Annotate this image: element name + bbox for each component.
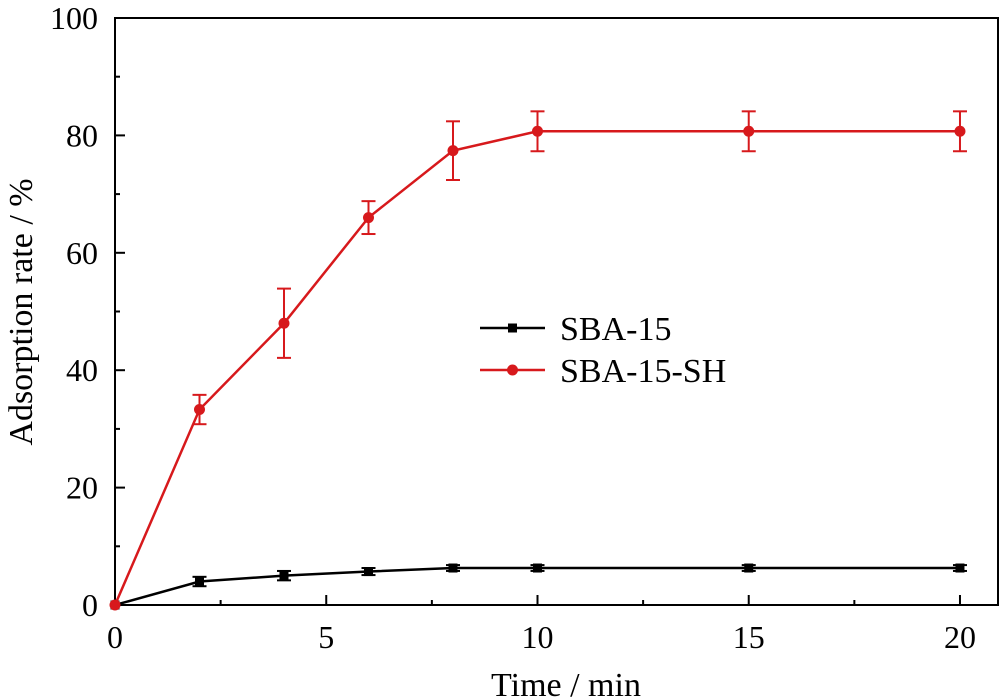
series-line xyxy=(113,130,960,606)
legend-label: SBA-15 xyxy=(560,311,671,348)
y-axis-title: Adsorption rate / % xyxy=(3,178,40,445)
x-axis-title: Time / min xyxy=(491,667,641,700)
data-point xyxy=(194,577,204,587)
data-point xyxy=(531,125,543,137)
data-point xyxy=(109,599,121,611)
data-point xyxy=(448,563,458,573)
series-sba-15 xyxy=(110,563,967,610)
y-tick-label: 100 xyxy=(50,0,98,36)
y-tick-label: 40 xyxy=(66,352,98,388)
data-point xyxy=(193,404,205,416)
data-point xyxy=(743,125,755,137)
data-point xyxy=(744,563,754,573)
ticks-layer: 0 5 10 15 20 0 20 40 60 80 100 xyxy=(50,0,976,655)
legend-item: SBA-15 xyxy=(480,311,671,348)
x-tick-label: 20 xyxy=(944,619,976,655)
data-point xyxy=(955,563,965,573)
data-point xyxy=(363,567,373,577)
legend: SBA-15 SBA-15-SH xyxy=(480,311,726,390)
legend-marker xyxy=(508,323,517,333)
legend-label: SBA-15-SH xyxy=(560,353,726,390)
x-tick-label: 10 xyxy=(521,619,553,655)
data-point xyxy=(447,145,459,157)
series-sba-15-sh xyxy=(109,110,967,611)
y-tick-label: 80 xyxy=(66,117,98,153)
x-tick-label: 15 xyxy=(733,619,765,655)
y-tick-label: 20 xyxy=(66,470,98,506)
series-line xyxy=(114,566,960,607)
x-tick-label: 5 xyxy=(318,619,334,655)
y-tick-label: 60 xyxy=(66,235,98,271)
data-point xyxy=(954,125,966,137)
series-layer xyxy=(109,110,967,611)
legend-marker xyxy=(507,364,518,376)
data-point xyxy=(278,317,290,329)
data-point xyxy=(362,212,374,224)
data-point xyxy=(532,563,542,573)
plot-frame xyxy=(114,17,999,606)
x-tick-label: 0 xyxy=(107,619,123,655)
data-point xyxy=(279,571,289,581)
legend-item: SBA-15-SH xyxy=(480,353,726,390)
y-tick-label: 0 xyxy=(82,587,98,623)
